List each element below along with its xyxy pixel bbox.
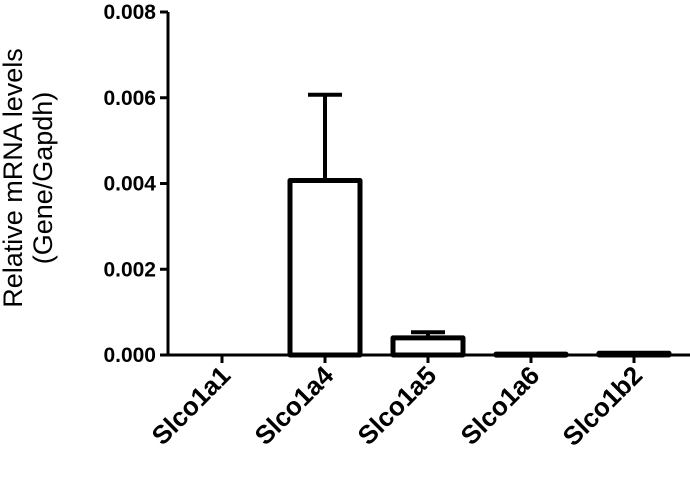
y-tick-label: 0.006	[103, 87, 156, 110]
bar-slco1a4	[287, 92, 363, 358]
x-tick-label: Slco1a1	[146, 360, 237, 451]
y-axis: 0.000 0.002 0.004 0.006 0.008	[103, 1, 170, 367]
bar-slco1b2	[596, 350, 672, 358]
bar-slco1a5	[390, 330, 466, 358]
y-tick-label: 0.000	[103, 344, 156, 367]
bar-rect	[596, 350, 672, 358]
bar-rect	[390, 335, 466, 358]
x-tick-label: Slco1a6	[455, 360, 546, 451]
y-tick-label: 0.004	[103, 173, 156, 196]
y-tick-label: 0.002	[103, 258, 156, 281]
bar-rect	[493, 351, 569, 358]
y-tick-label: 0.008	[103, 1, 156, 24]
bar-slco1a6	[493, 351, 569, 358]
x-axis-labels: Slco1a1 Slco1a4 Slco1a5 Slco1a6 Slco1b2	[146, 360, 649, 452]
bars	[287, 92, 672, 358]
x-tick-label: Slco1b2	[557, 360, 649, 452]
y-axis-title-line-1: Relative mRNA levels	[0, 48, 28, 308]
x-tick-label: Slco1a5	[352, 360, 443, 451]
y-axis-title-line-2: (Gene/Gapdh)	[28, 92, 58, 265]
y-axis-title: Relative mRNA levels (Gene/Gapdh)	[0, 48, 58, 308]
bar-rect	[287, 177, 363, 358]
x-tick-label: Slco1a4	[249, 360, 340, 451]
